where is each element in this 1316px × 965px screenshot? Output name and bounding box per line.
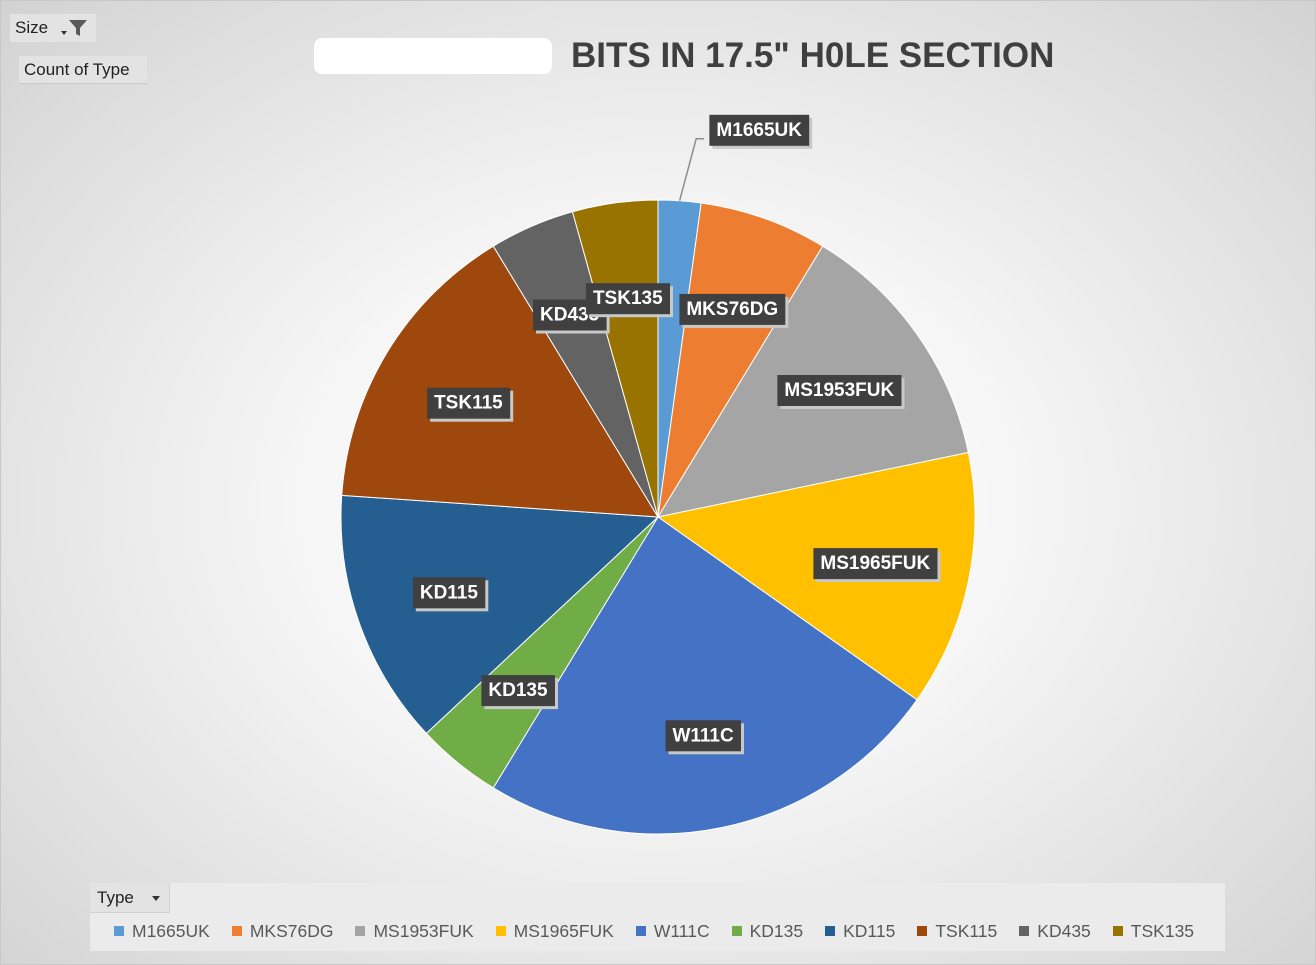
legend-swatch xyxy=(1112,926,1123,936)
pie-slice-kd115[interactable] xyxy=(340,494,660,735)
chart-title: BITS IN 17.5" H0LE SECTION xyxy=(571,36,1055,75)
data-label-box xyxy=(412,577,486,609)
data-label-box xyxy=(777,375,902,406)
legend-swatch xyxy=(495,926,506,936)
legend-item-kd135: KD135 xyxy=(731,921,804,942)
legend-item-ms1965fuk: MS1965FUK xyxy=(495,921,614,942)
data-label-text: KD435 xyxy=(540,305,600,326)
legend-swatch xyxy=(731,926,742,936)
data-label-kd435: KD435 xyxy=(533,299,610,334)
data-label-kd135: KD135 xyxy=(481,675,558,710)
legend-items: M1665UK MKS76DG MS1953FUK MS1965FUK W111C KD1… xyxy=(114,921,1216,945)
redaction-box xyxy=(314,38,552,74)
legend-swatch xyxy=(355,926,366,936)
data-label-text: MS1953FUK xyxy=(784,380,894,401)
data-label-box xyxy=(813,548,938,580)
legend-item-kd115: KD115 xyxy=(825,921,895,942)
data-label-box xyxy=(679,293,786,325)
pie-chart: M1665UK MKS76DG MS1953FUK MS1965FUK W111C KD1… xyxy=(340,114,976,835)
legend-swatch xyxy=(231,926,242,936)
legend-label: TSK115 xyxy=(935,921,998,941)
data-label-text: KD135 xyxy=(488,680,548,701)
size-filter-label: Size xyxy=(15,18,49,37)
legend-label: MS1965FUK xyxy=(513,921,614,941)
data-label-box xyxy=(427,387,511,419)
data-label-text: TSK115 xyxy=(434,393,503,414)
data-label-tsk115: TSK115 xyxy=(427,387,514,422)
legend-swatch xyxy=(114,926,124,936)
legend-label: KD435 xyxy=(1037,921,1091,941)
legend-label: KD115 xyxy=(843,921,896,941)
count-of-type-field-button[interactable]: Count of Type xyxy=(19,56,147,84)
data-label-box xyxy=(665,720,741,752)
legend-label: TSK135 xyxy=(1130,921,1195,941)
pie-slice-tsk135[interactable] xyxy=(571,199,659,518)
legend-label: M1665UK xyxy=(132,921,210,941)
data-label-text: M1665UK xyxy=(716,120,802,141)
legend-item-ms1953fuk: MS1953FUK xyxy=(355,921,474,942)
size-filter-button[interactable]: Size xyxy=(10,14,96,42)
type-field-button[interactable]: Type xyxy=(90,883,170,913)
data-label-text: W111C xyxy=(672,725,734,746)
data-label-text: KD115 xyxy=(420,582,479,603)
data-label-text: MKS76DG xyxy=(686,299,778,320)
leader-line xyxy=(678,138,705,201)
type-field-label: Type xyxy=(97,888,134,907)
legend-label: MKS76DG xyxy=(249,921,334,941)
data-label-m1665uk: M1665UK xyxy=(709,114,813,149)
legend: Type M1665UK MKS76DG MS1953FUK MS1965FUK W11… xyxy=(90,883,1225,951)
legend-swatch xyxy=(825,926,836,936)
pie-slice-mks76dg[interactable] xyxy=(657,202,824,518)
count-of-type-label: Count of Type xyxy=(24,60,130,79)
data-label-tsk135: TSK135 xyxy=(585,283,673,318)
pie-slice-w111c[interactable] xyxy=(492,516,918,835)
legend-item-tsk135: TSK135 xyxy=(1112,921,1195,942)
legend-item-w111c: W111C xyxy=(635,921,710,942)
legend-label: KD135 xyxy=(749,921,804,941)
data-label-box xyxy=(709,114,810,146)
legend-swatch xyxy=(1019,926,1030,936)
data-label-ms1953fuk: MS1953FUK xyxy=(777,375,905,409)
legend-label: MS1953FUK xyxy=(373,921,474,941)
legend-label: W111C xyxy=(653,921,710,941)
data-label-kd115: KD115 xyxy=(412,577,489,612)
legend-item-tsk115: TSK115 xyxy=(917,921,997,942)
data-label-box xyxy=(481,675,555,707)
chevron-down-icon xyxy=(152,896,160,901)
data-label-w111c: W111C xyxy=(665,720,744,755)
legend-swatch xyxy=(917,926,928,936)
legend-item-kd435: KD435 xyxy=(1019,921,1091,942)
legend-item-m1665uk: M1665UK xyxy=(114,921,210,942)
data-label-mks76dg: MKS76DG xyxy=(679,293,789,328)
filter-icon xyxy=(68,19,88,42)
legend-item-mks76dg: MKS76DG xyxy=(231,921,334,942)
legend-swatch xyxy=(635,926,646,936)
data-label-text: TSK135 xyxy=(593,288,663,309)
data-label-box xyxy=(585,283,670,315)
chevron-down-icon xyxy=(61,31,67,35)
data-label-ms1965fuk: MS1965FUK xyxy=(813,548,941,583)
pie-slice-tsk115[interactable] xyxy=(341,245,659,518)
data-label-text: MS1965FUK xyxy=(820,553,930,574)
